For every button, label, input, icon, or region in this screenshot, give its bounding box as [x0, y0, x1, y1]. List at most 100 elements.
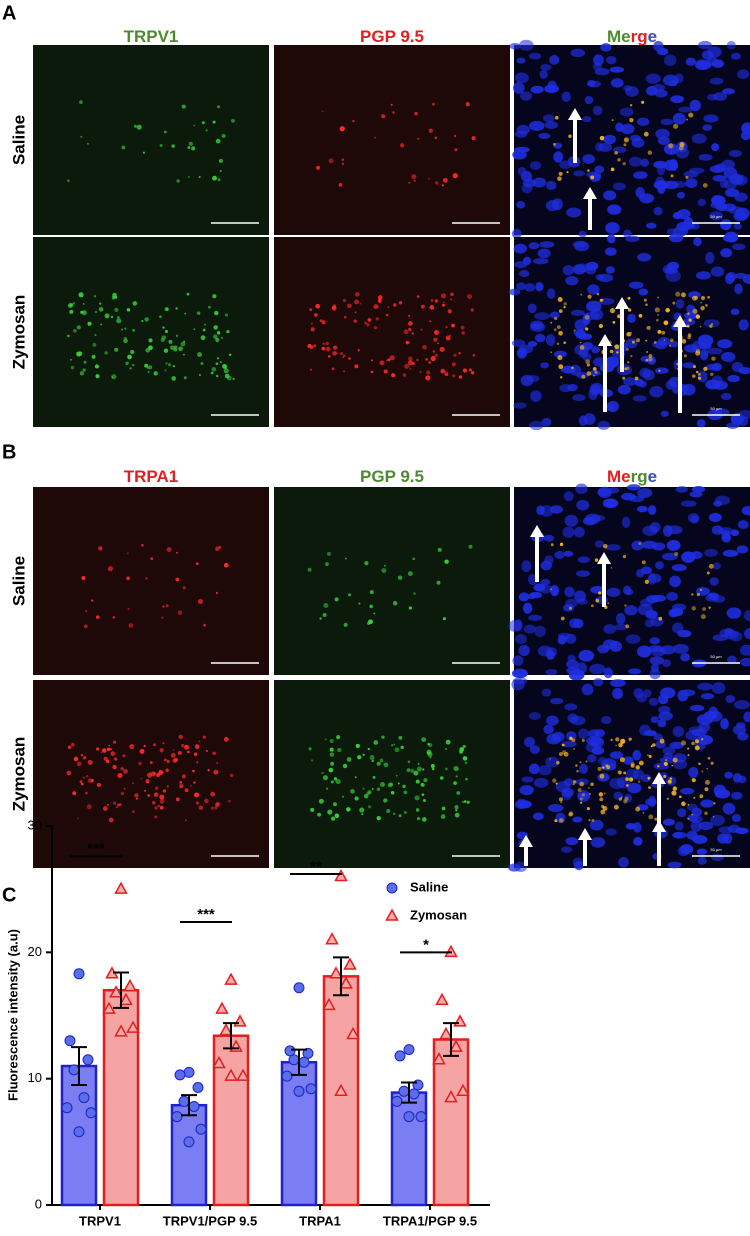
- signal: [358, 602, 361, 605]
- signal: [568, 134, 572, 138]
- nucleus: [587, 754, 597, 763]
- signal: [403, 790, 408, 795]
- nucleus: [543, 724, 554, 735]
- signal: [579, 761, 582, 764]
- nucleus: [660, 118, 674, 126]
- nucleus: [629, 281, 644, 289]
- signal: [217, 105, 221, 109]
- nucleus: [520, 91, 533, 101]
- signal: [341, 158, 345, 161]
- row-label: Zymosan: [9, 737, 28, 812]
- nucleus: [539, 583, 552, 594]
- nucleus: [734, 272, 748, 279]
- nucleus: [508, 288, 521, 296]
- data-point: [171, 1111, 183, 1123]
- signal: [114, 347, 119, 352]
- signal: [701, 738, 704, 741]
- signal: [112, 801, 117, 805]
- nucleus: [541, 417, 552, 427]
- signal: [141, 319, 144, 323]
- signal: [617, 158, 621, 162]
- signal: [135, 797, 138, 800]
- nucleus: [589, 663, 606, 675]
- nucleus: [605, 828, 617, 836]
- signal: [452, 374, 456, 378]
- signal: [610, 167, 615, 172]
- signal: [190, 784, 193, 787]
- signal: [455, 775, 458, 778]
- nucleus: [549, 54, 560, 65]
- signal: [557, 355, 563, 361]
- signal: [706, 767, 709, 770]
- column-title-part: rg: [631, 467, 648, 486]
- nucleus: [730, 308, 740, 316]
- nucleus: [516, 124, 530, 135]
- signal: [580, 293, 583, 296]
- nucleus: [697, 856, 707, 865]
- signal: [170, 345, 175, 350]
- nucleus: [687, 291, 701, 299]
- signal: [434, 136, 438, 140]
- nucleus: [733, 223, 743, 230]
- nucleus: [647, 505, 657, 515]
- signal: [333, 777, 338, 781]
- nucleus: [576, 499, 590, 511]
- signal: [665, 307, 670, 313]
- signal: [688, 112, 694, 118]
- nucleus: [617, 384, 631, 395]
- signal: [314, 313, 318, 317]
- signal: [695, 314, 701, 319]
- nucleus: [644, 618, 654, 628]
- nucleus: [604, 356, 620, 369]
- signal: [380, 782, 385, 787]
- signal: [579, 797, 583, 801]
- signal: [383, 762, 389, 768]
- signal: [176, 179, 180, 183]
- nucleus: [532, 258, 549, 265]
- signal: [86, 804, 92, 810]
- signal: [80, 782, 84, 786]
- signal: [127, 354, 132, 360]
- data-point: [73, 1126, 85, 1138]
- signal: [674, 552, 679, 557]
- signal: [685, 175, 689, 179]
- signal: [432, 102, 435, 106]
- signal: [451, 323, 455, 328]
- signal: [652, 743, 656, 747]
- micrograph: [33, 237, 269, 427]
- nucleus: [546, 715, 559, 726]
- nucleus: [696, 419, 706, 428]
- signal: [590, 782, 594, 786]
- signal: [329, 747, 334, 752]
- nucleus: [594, 68, 610, 76]
- arrow-head: [597, 552, 611, 564]
- signal: [553, 142, 556, 146]
- signal: [78, 292, 84, 298]
- signal: [136, 124, 142, 130]
- nucleus: [730, 52, 741, 60]
- signal: [223, 368, 229, 374]
- signal: [342, 298, 347, 303]
- nucleus: [667, 861, 682, 869]
- signal: [217, 178, 221, 182]
- nucleus: [722, 802, 736, 815]
- nucleus: [670, 95, 685, 104]
- x-tick-label: TRPA1/PGP 9.5: [383, 1213, 477, 1228]
- signal: [624, 604, 627, 607]
- nucleus: [548, 803, 564, 813]
- nucleus: [632, 395, 647, 402]
- signal: [212, 120, 216, 124]
- signal: [336, 735, 341, 740]
- signal: [328, 158, 334, 164]
- signal: [117, 803, 120, 807]
- signal: [364, 561, 369, 566]
- signal: [196, 311, 201, 315]
- signal: [576, 770, 579, 773]
- nucleus: [572, 240, 588, 248]
- signal: [407, 360, 414, 366]
- signal: [615, 744, 617, 747]
- signal: [192, 769, 195, 773]
- signal: [435, 299, 438, 302]
- signal: [111, 376, 114, 379]
- signal: [162, 789, 166, 793]
